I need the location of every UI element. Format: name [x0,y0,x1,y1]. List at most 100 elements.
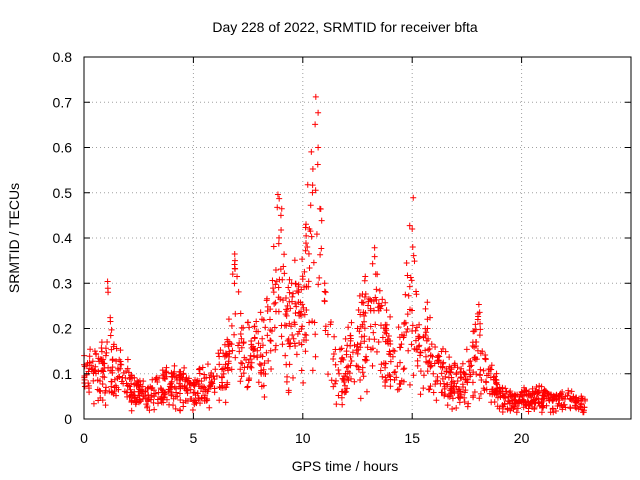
data-point [216,384,223,391]
data-point [417,349,424,356]
data-point [238,373,245,380]
data-point [354,363,361,370]
data-point [578,400,585,407]
data-point [103,384,110,391]
data-point [424,325,431,332]
data-point [497,393,504,400]
data-point [460,383,467,390]
data-point [427,352,434,359]
data-point [102,352,109,359]
data-point [117,347,124,354]
data-point [404,311,411,318]
data-point [502,385,509,392]
data-point [471,355,478,362]
data-point [482,356,489,363]
data-point [439,375,446,382]
data-point [454,390,461,397]
data-point [390,347,397,354]
data-point [278,226,285,233]
data-point [279,276,286,283]
data-point [237,310,244,317]
data-point [507,393,514,400]
data-point [251,323,258,330]
data-point [224,336,231,343]
data-point [299,276,306,283]
data-point [301,268,308,275]
data-point [485,370,492,377]
data-point [157,385,164,392]
data-point [139,395,146,402]
data-point [397,381,404,388]
data-point [461,370,468,377]
data-point [243,356,250,363]
data-point [357,376,364,383]
data-point [527,399,534,406]
data-point [411,258,418,265]
data-point [171,373,178,380]
data-point [382,299,389,306]
data-point [116,374,123,381]
data-point [332,361,339,368]
data-point [97,394,104,401]
data-point [371,253,378,260]
data-point [94,377,101,384]
data-point [345,324,352,331]
data-point [375,304,382,311]
data-point [554,402,561,409]
data-point [468,362,475,369]
data-point [105,289,112,296]
data-point [410,194,417,201]
data-point [231,251,238,258]
data-point [453,383,460,390]
data-point [386,371,393,378]
data-point [261,360,268,367]
data-point [277,212,284,219]
data-point [225,341,232,348]
data-point [397,344,404,351]
data-point [448,366,455,373]
data-point [257,344,264,351]
data-point [272,267,279,274]
data-point [108,346,115,353]
data-point [309,166,316,173]
data-point [351,342,358,349]
data-point [98,348,105,355]
data-point [95,355,102,362]
data-point [228,322,235,329]
data-point [211,385,218,392]
data-point [146,395,153,402]
data-point [290,290,297,297]
data-point [467,363,474,370]
data-point [167,381,174,388]
data-point [342,335,349,342]
data-point [134,378,141,385]
data-point [342,382,349,389]
data-point [402,291,409,298]
data-point [107,314,114,321]
data-point [278,205,285,212]
data-point [232,310,239,317]
data-point [582,397,589,404]
data-point [251,334,258,341]
data-point [361,333,368,340]
data-point [254,354,261,361]
data-point [201,384,208,391]
data-point [410,372,417,379]
data-point [339,375,346,382]
data-point [298,286,305,293]
data-point [506,398,513,405]
data-point [216,397,223,404]
data-point [336,370,343,377]
data-point [192,399,199,406]
data-point [567,405,574,412]
data-point [354,350,361,357]
data-point [128,397,135,404]
data-point [470,369,477,376]
data-point [422,305,429,312]
data-point [444,402,451,409]
data-point [283,322,290,329]
data-point [183,384,190,391]
data-point [120,369,127,376]
data-point [438,389,445,396]
data-point [540,388,547,395]
